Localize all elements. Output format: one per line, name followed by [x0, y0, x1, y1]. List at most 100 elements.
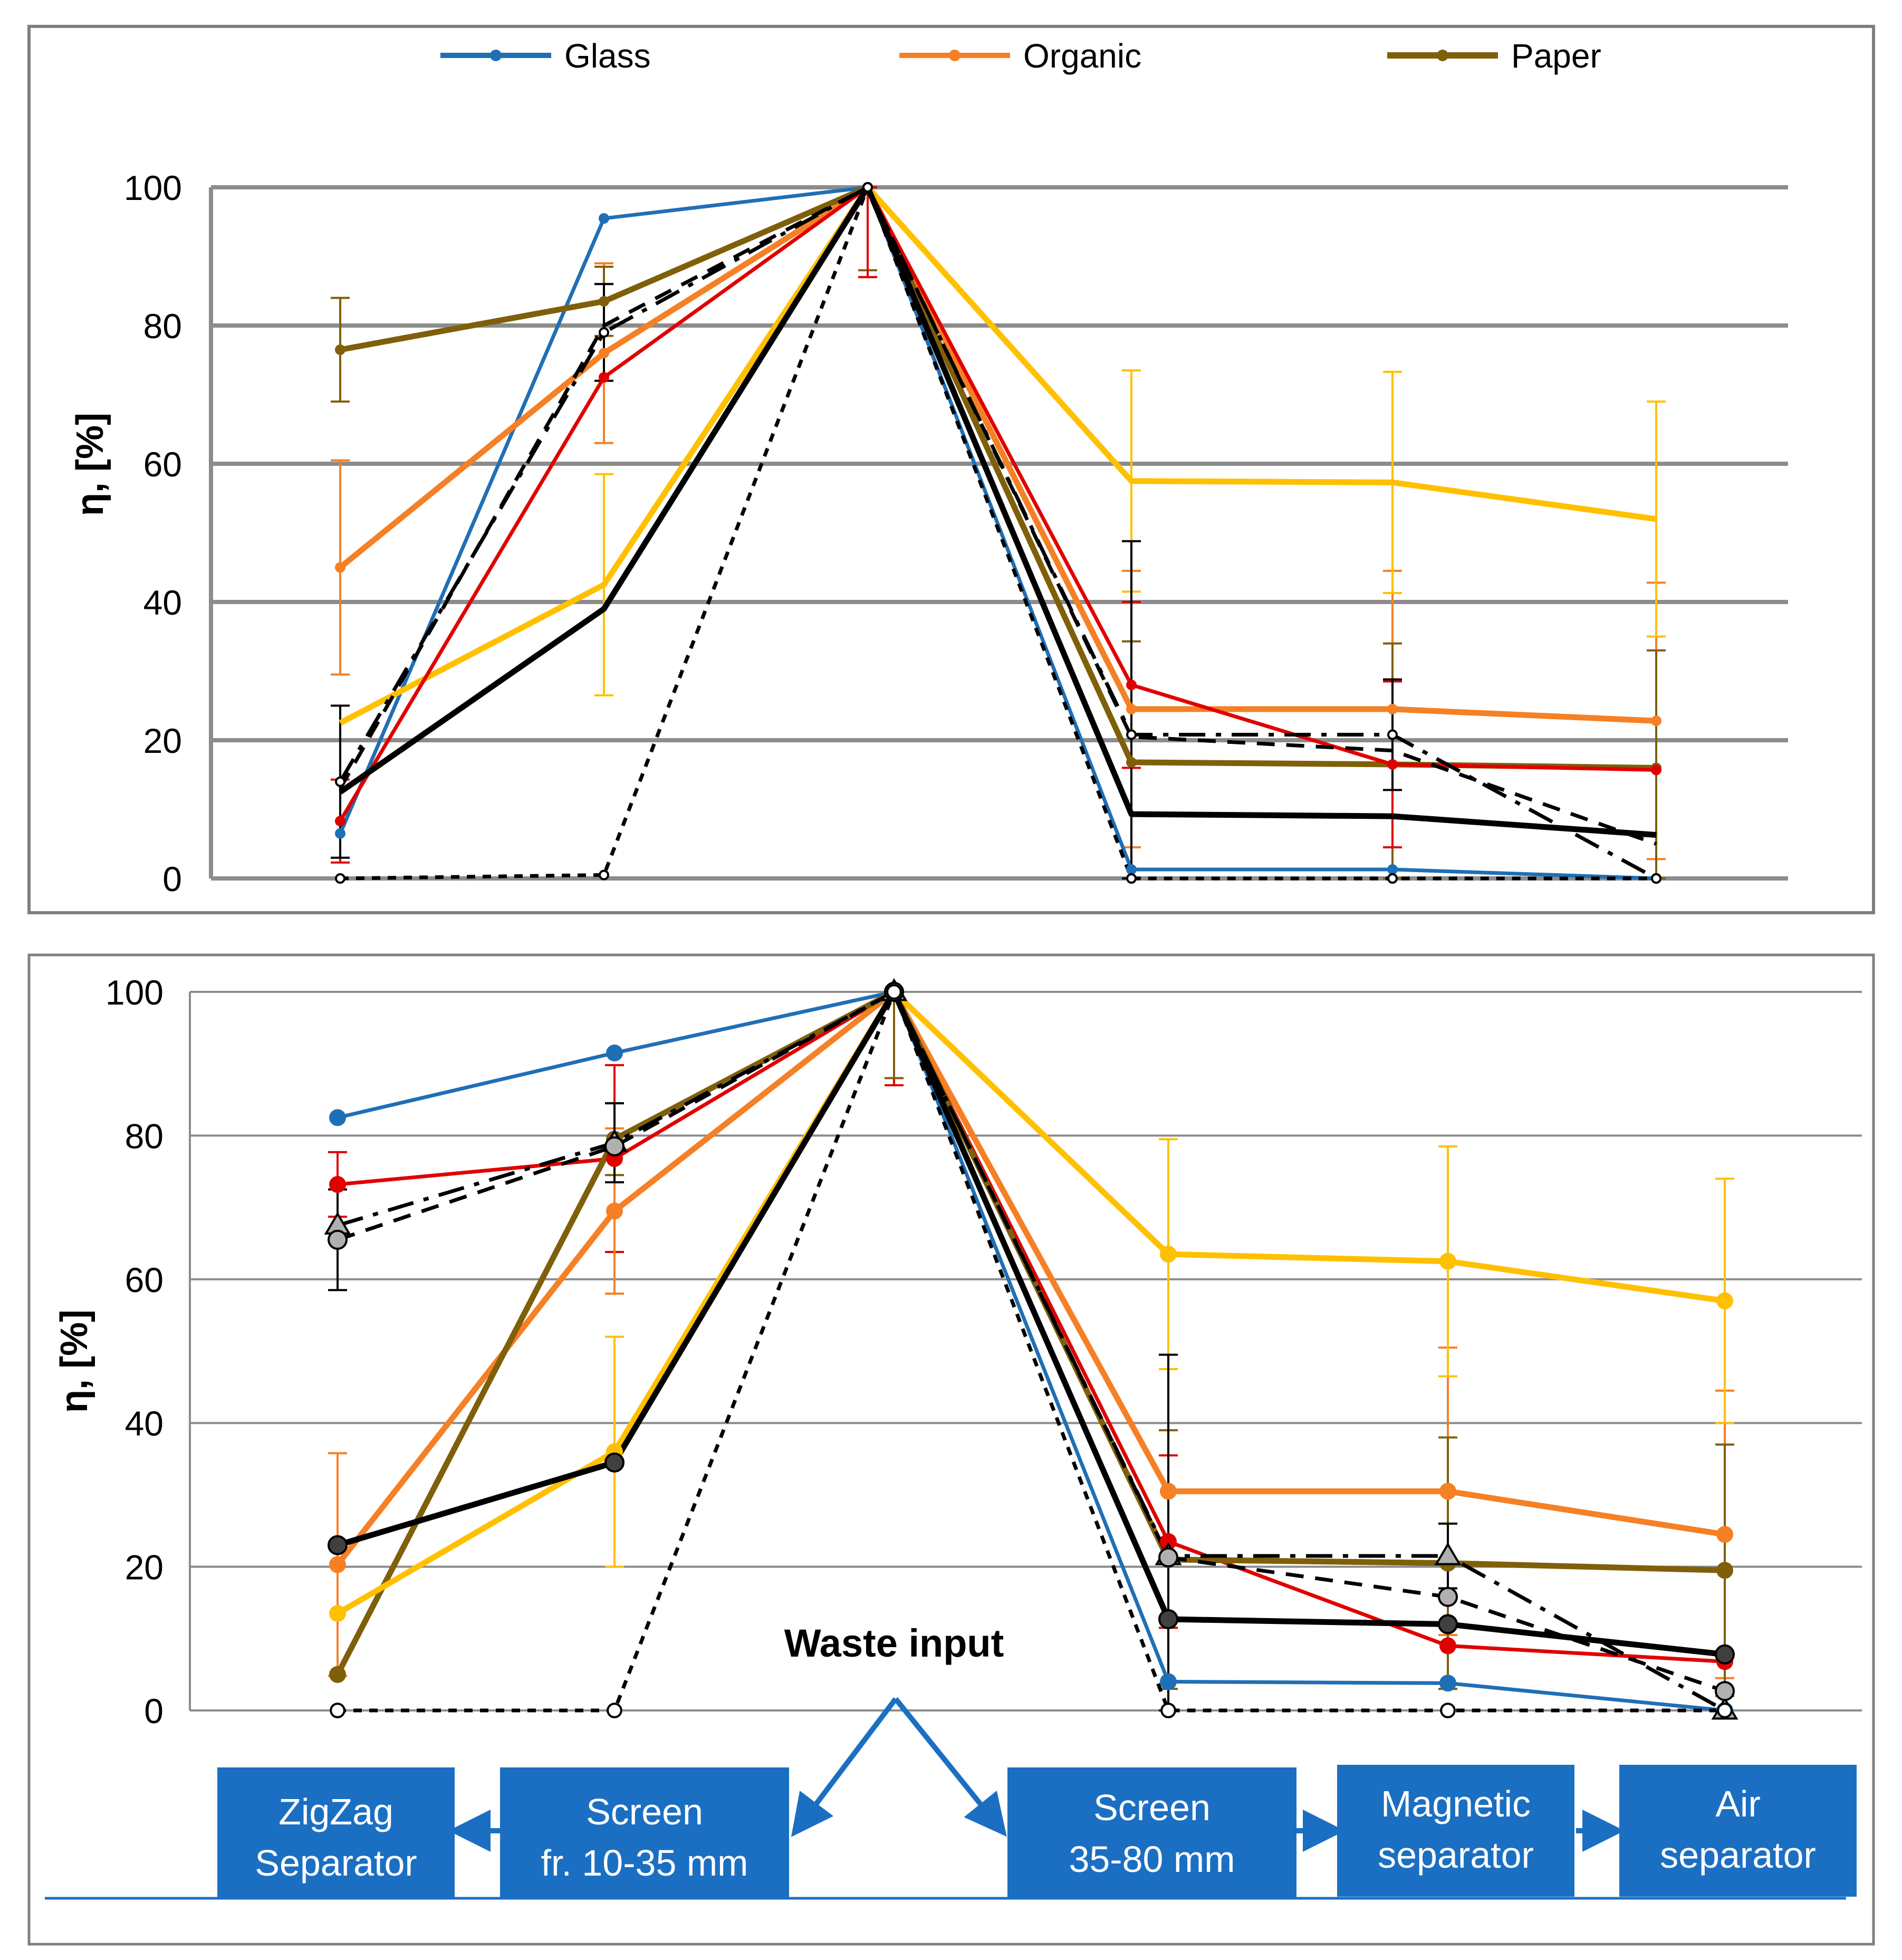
data-point: [335, 873, 345, 884]
data-point: [886, 984, 902, 1000]
legend-item-glass: Glass: [440, 37, 651, 75]
screen-large-box: Screen 35-80 mm: [1007, 1767, 1296, 1899]
y-tick-label-40: 40: [143, 583, 182, 622]
y-tick-label-20: 20: [125, 1548, 164, 1587]
series-line-organic: [338, 184, 1657, 724]
top-chart-legend: Glass Organic Paper: [440, 37, 1601, 75]
legend-marker-glass: [490, 50, 502, 61]
error-bar: [1159, 1353, 1178, 1712]
data-point: [335, 562, 345, 573]
y-tick-label-0: 0: [144, 1691, 164, 1730]
screen-large-label-line1: Screen: [1093, 1787, 1211, 1828]
screen-small-label-line2: fr. 10-35 mm: [541, 1842, 748, 1883]
data-point: [1439, 1675, 1456, 1692]
data-point: [1160, 1483, 1177, 1500]
data-point: [1651, 764, 1661, 776]
series-line-s5: [337, 989, 1725, 1658]
data-point: [1387, 864, 1398, 875]
bottom-panel-frame: [27, 953, 1875, 1946]
input-arrow-left: [791, 1697, 898, 1837]
top-chart-series-lines: [338, 184, 1657, 881]
bottom-chart-y-ticks: 0 20 40 60 80 100: [105, 973, 164, 1730]
data-point: [607, 1703, 622, 1718]
y-tick-label-60: 60: [143, 445, 182, 484]
data-point: [1126, 757, 1137, 768]
series-line-glass: [338, 185, 1657, 881]
data-point: [335, 776, 345, 787]
data-point: [1126, 873, 1137, 884]
y-tick-label-60: 60: [125, 1260, 164, 1299]
data-point: [1651, 715, 1661, 726]
data-point: [1439, 1637, 1456, 1655]
air-label-line2: separator: [1660, 1834, 1816, 1876]
data-point: [1126, 729, 1137, 740]
data-point: [604, 1452, 625, 1473]
series-line-paper: [340, 184, 1657, 771]
data-point: [1158, 1547, 1178, 1567]
data-point: [599, 372, 609, 383]
data-point: [1160, 1533, 1177, 1550]
air-label-line1: Air: [1715, 1783, 1761, 1824]
data-point: [1440, 1703, 1456, 1718]
data-point: [599, 213, 609, 224]
screen-small-label-line1: Screen: [586, 1791, 703, 1832]
legend-label-organic: Organic: [1023, 37, 1141, 75]
magnetic-label-line2: separator: [1378, 1834, 1534, 1876]
data-point: [862, 182, 873, 193]
data-point: [335, 828, 345, 839]
data-point: [1160, 1703, 1176, 1718]
data-point: [1387, 729, 1398, 740]
data-point: [1387, 704, 1398, 715]
series-line-s8: [338, 990, 1725, 1713]
data-point: [599, 869, 609, 881]
data-point: [335, 816, 345, 827]
data-point: [1439, 1483, 1456, 1500]
series-line-s2: [335, 989, 1725, 1566]
top-panel-frame: [27, 25, 1875, 914]
data-point: [599, 348, 609, 359]
data-point: [1651, 873, 1661, 884]
data-point: [329, 1666, 346, 1683]
top-chart: 0 20 40 60 80 100 η, [%] Glass Organic Paper: [69, 37, 1788, 898]
data-point: [1387, 873, 1398, 884]
zigzag-separator-box: ZigZag Separator: [217, 1767, 455, 1899]
process-flow: ZigZag Separator Screen fr. 10-35 mm Scr…: [45, 1697, 1857, 1900]
waste-input-annotation: Waste input: [784, 1621, 1004, 1665]
data-point: [1387, 759, 1398, 770]
y-tick-label-20: 20: [143, 721, 182, 760]
data-point: [606, 1202, 623, 1220]
data-point: [1715, 1681, 1735, 1701]
legend-label-paper: Paper: [1511, 37, 1601, 75]
bottom-chart-y-axis-label: η, [%]: [53, 1309, 95, 1413]
series-line-s8: [340, 185, 1656, 881]
series-line-s7: [337, 990, 1726, 1693]
data-point: [1716, 1292, 1733, 1309]
y-tick-label-40: 40: [125, 1404, 164, 1443]
data-point: [329, 1556, 346, 1573]
series-line-s7: [338, 185, 1657, 846]
legend-item-paper: Paper: [1387, 37, 1601, 75]
data-point: [606, 1044, 623, 1062]
y-tick-label-0: 0: [162, 859, 182, 898]
data-point: [1126, 680, 1137, 691]
data-point: [328, 1229, 348, 1250]
data-point: [330, 1703, 345, 1718]
data-point: [335, 344, 345, 355]
air-separator-box: Air separator: [1619, 1765, 1857, 1897]
data-point: [599, 327, 609, 338]
data-point: [1160, 1246, 1177, 1263]
legend-item-organic: Organic: [899, 37, 1141, 75]
legend-label-glass: Glass: [564, 37, 651, 75]
bottom-chart-series-lines: [335, 989, 1726, 1713]
zigzag-label-line2: Separator: [255, 1842, 417, 1883]
data-point: [1716, 1526, 1733, 1543]
legend-marker-paper: [1437, 50, 1448, 61]
input-arrow-right: [894, 1697, 1007, 1837]
data-point: [329, 1109, 346, 1126]
data-point: [1438, 1586, 1458, 1607]
data-point: [599, 296, 609, 307]
y-tick-label-80: 80: [143, 307, 182, 346]
y-tick-label-100: 100: [124, 168, 182, 207]
top-chart-markers: [335, 182, 1661, 884]
